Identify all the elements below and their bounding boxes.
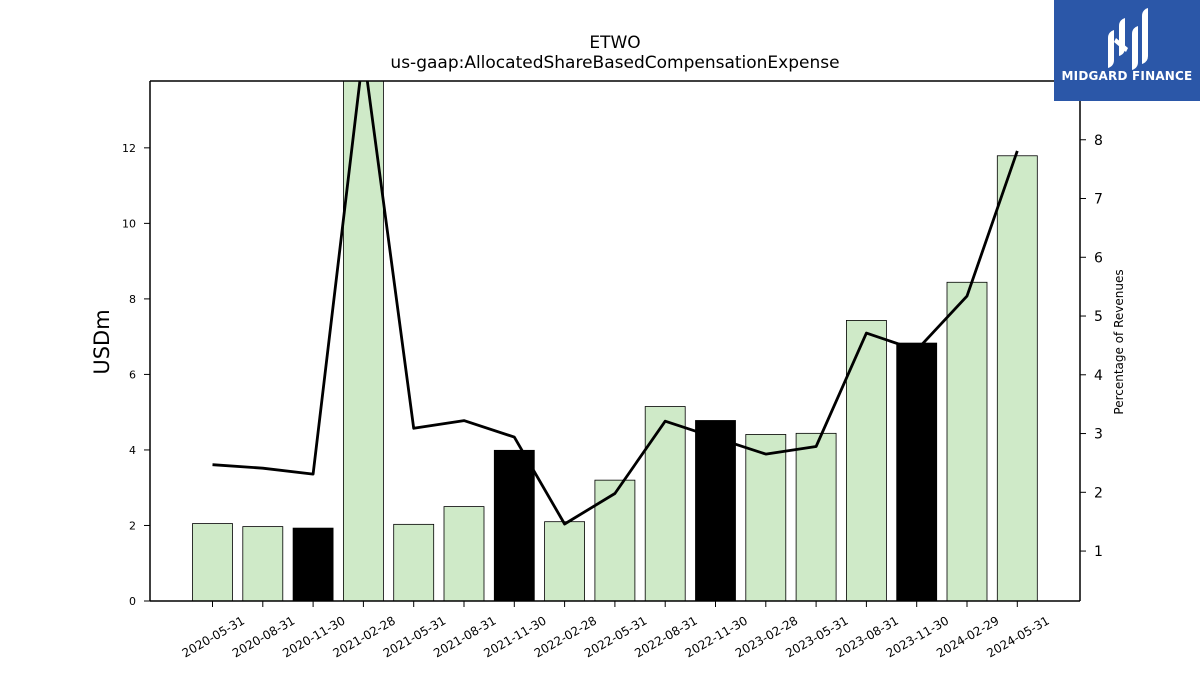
logo-text: MIDGARD FINANCE	[1061, 69, 1193, 83]
bar	[544, 521, 585, 601]
chart-title: ETWO	[589, 33, 640, 53]
y-tick-label: 8	[129, 293, 136, 306]
y2-tick-label: 2	[1094, 485, 1103, 501]
brand-logo: MIDGARD FINANCE	[1054, 0, 1200, 101]
y2-tick-label: 5	[1094, 309, 1103, 325]
line-path	[212, 81, 1019, 526]
y2-axis-label: Percentage of Revenues	[1112, 269, 1126, 414]
y2-tick-label: 4	[1094, 368, 1103, 384]
bar	[443, 506, 485, 601]
bar	[192, 523, 233, 601]
y-tick-label: 6	[129, 368, 136, 381]
bar	[946, 281, 988, 601]
bar	[846, 320, 887, 601]
bar	[745, 434, 787, 601]
y2-tick-label: 3	[1094, 427, 1103, 443]
bar	[695, 420, 736, 601]
bar	[644, 406, 686, 601]
bar-series	[192, 81, 1038, 601]
chart-subtitle: us-gaap:AllocatedShareBasedCompensationE…	[390, 53, 839, 73]
y-tick-label: 10	[122, 217, 136, 230]
bar	[996, 155, 1038, 601]
bar	[594, 479, 636, 601]
y-tick-label: 4	[129, 444, 136, 457]
y-axis-label: USDm	[90, 309, 114, 374]
bar	[493, 449, 535, 601]
y2-tick-label: 6	[1094, 250, 1103, 266]
y-tick-label: 2	[129, 519, 136, 532]
bar	[393, 523, 435, 601]
bar	[896, 342, 938, 601]
bar	[292, 527, 334, 601]
line-series	[212, 81, 1019, 526]
bar	[795, 432, 837, 601]
y-tick-label: 0	[129, 595, 136, 608]
y-tick-label: 12	[122, 142, 136, 155]
logo-mark-icon	[1108, 8, 1148, 70]
y2-tick-label: 1	[1094, 544, 1103, 560]
bar	[242, 526, 284, 601]
y2-tick-label: 8	[1094, 133, 1103, 149]
y2-tick-label: 7	[1094, 192, 1103, 208]
